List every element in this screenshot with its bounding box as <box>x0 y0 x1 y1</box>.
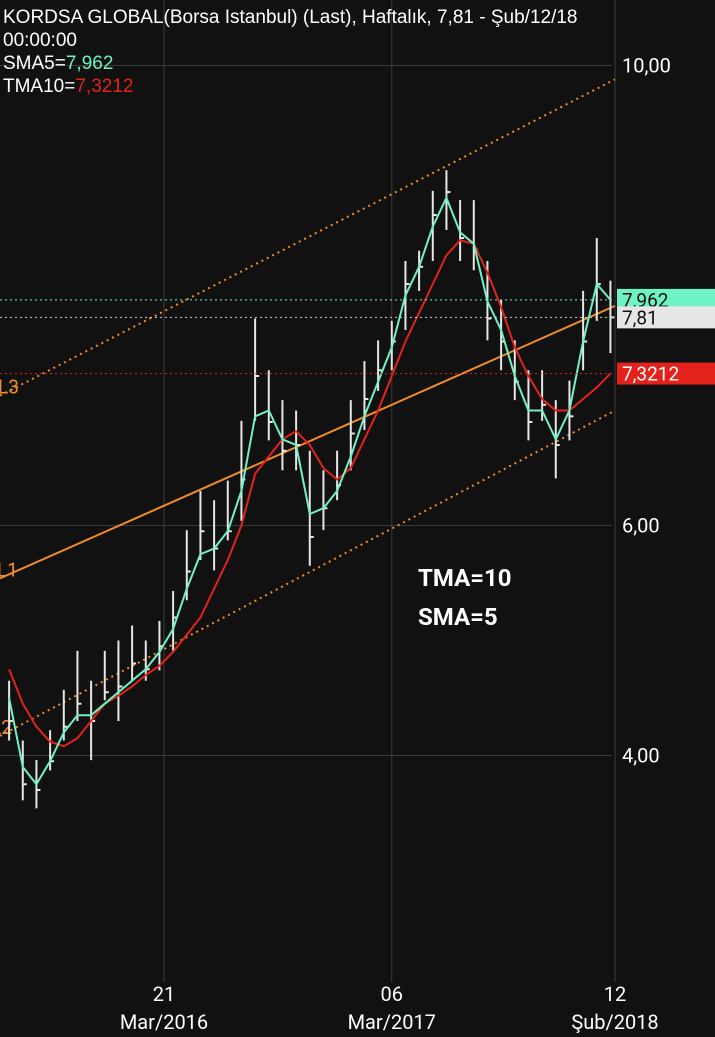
level-label: 7,81 <box>622 306 658 329</box>
level-label-box <box>617 362 715 385</box>
x-tick-sublabel: Mar/2017 <box>348 1010 436 1034</box>
legend-entry: TMA10=7,3212 <box>3 75 603 98</box>
x-tick-label: 06 <box>381 982 403 1006</box>
channel-label: L1 <box>0 558 18 581</box>
y-tick-label: 4,00 <box>622 743 660 767</box>
legend-value: 7,962 <box>65 53 114 74</box>
legend-label: SMA5= <box>3 53 66 74</box>
level-label: 7,3212 <box>622 363 679 386</box>
level-label-box <box>617 306 715 329</box>
channel-label: L3 <box>0 376 19 399</box>
channel-line <box>0 409 616 737</box>
legend-label: TMA10= <box>3 76 76 97</box>
annotation: SMA=5 <box>418 603 498 631</box>
x-tick-sublabel: Mar/2016 <box>120 1010 208 1034</box>
legend-entry: SMA5=7,962 <box>3 52 603 75</box>
x-tick-sublabel: Şub/2018 <box>571 1010 658 1034</box>
legend-value: 7,3212 <box>75 76 134 97</box>
annotation: TMA=10 <box>418 564 512 592</box>
channel-line <box>0 78 616 397</box>
level-label-box <box>617 288 715 311</box>
y-tick-label: 6,00 <box>622 513 660 537</box>
x-tick-label: 12 <box>604 982 626 1006</box>
y-tick-label: 10,00 <box>622 54 671 78</box>
x-tick-label: 21 <box>153 982 175 1006</box>
channel-label: L2 <box>0 716 12 739</box>
header: KORDSA GLOBAL(Borsa Istanbul) (Last), Ha… <box>3 6 603 98</box>
chart-title: KORDSA GLOBAL(Borsa Istanbul) (Last), Ha… <box>3 7 578 51</box>
level-label: 7,962 <box>622 289 668 312</box>
indicator-line <box>8 195 612 786</box>
